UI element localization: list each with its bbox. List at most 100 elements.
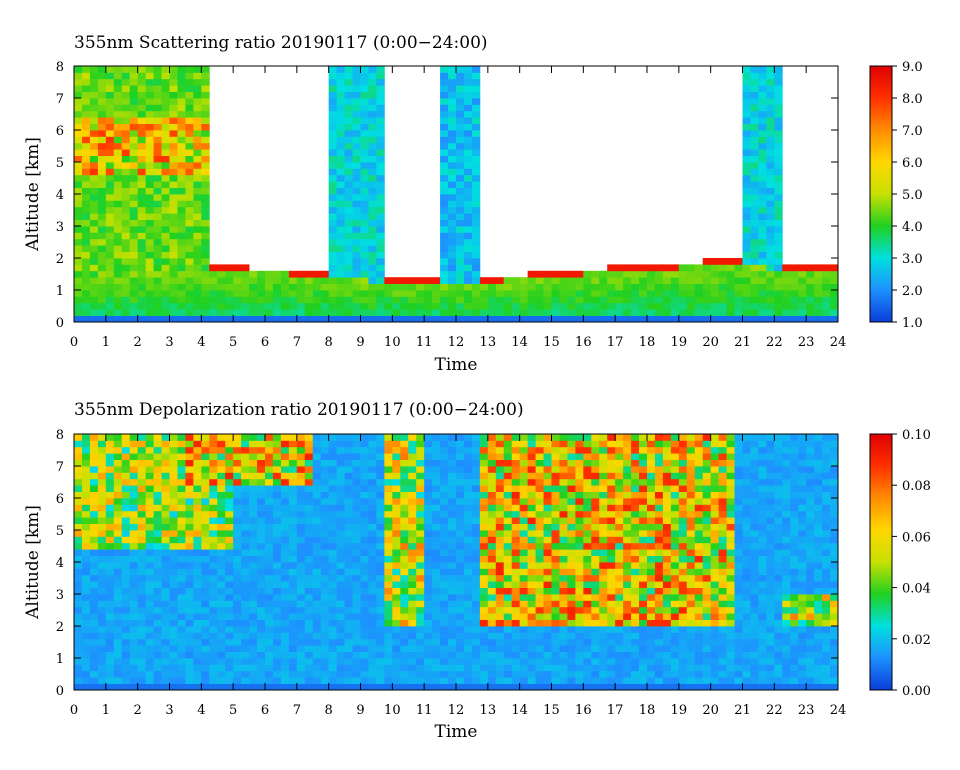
heatmap-cell [662,651,672,659]
heatmap-cell [74,123,83,131]
heatmap-cell [217,632,226,640]
heatmap-cell [129,270,139,278]
heatmap-cell [105,664,115,672]
heatmap-cell [758,104,767,112]
heatmap-cell [567,466,576,473]
heatmap-cell [511,606,521,614]
heatmap-cell [121,296,131,304]
heatmap-cell [280,530,290,537]
heatmap-cell [400,542,409,550]
heatmap-cell [607,530,616,537]
heatmap-cell [288,549,298,556]
heatmap-cell [312,459,322,467]
heatmap-cell [400,658,409,665]
heatmap-cell [567,478,576,486]
heatmap-cell [463,117,473,124]
heatmap-cell [233,536,242,544]
heatmap-cell [97,315,107,323]
heatmap-cell [479,491,489,499]
heatmap-cell [647,549,656,556]
heatmap-cell [328,446,338,454]
heatmap-cell [806,277,815,284]
heatmap-cell [177,66,186,73]
heatmap-cell [376,491,385,499]
heatmap-cell [296,309,306,316]
heatmap-cell [495,651,505,659]
heatmap-cell [575,549,584,556]
heatmap-cell [686,296,696,304]
heatmap-cell [209,555,218,563]
heatmap-cell [137,683,147,691]
heatmap-cell [249,683,258,691]
heatmap-cell [129,619,139,627]
heatmap-cell [137,594,147,601]
heatmap-cell [631,536,640,544]
heatmap-cell [575,434,584,441]
heatmap-cell [312,626,322,633]
heatmap-cell [392,309,401,316]
heatmap-cell [177,600,186,608]
heatmap-cell [169,270,178,278]
heatmap-cell [551,536,560,544]
heatmap-cell [169,206,178,214]
heatmap-cell [487,459,497,467]
heatmap-cell [591,581,600,588]
heatmap-cell [471,206,481,214]
heatmap-cell [320,677,330,684]
heatmap-cell [129,658,139,665]
heatmap-cell [487,472,497,480]
heatmap-cell [456,651,465,659]
heatmap-cell [376,453,385,460]
heatmap-cell [766,98,775,105]
heatmap-cell [304,619,314,627]
heatmap-cell [129,277,139,284]
heatmap-cell [662,510,672,518]
heatmap-cell [225,459,234,467]
heatmap-cell [177,283,186,291]
heatmap-cell [105,162,115,169]
heatmap-cell [607,670,616,678]
heatmap-cell [89,613,99,620]
heatmap-cell [416,504,425,512]
heatmap-cell [487,277,497,284]
heatmap-cell [74,251,83,259]
heatmap-cell [471,136,481,144]
heatmap-cell [145,466,154,473]
heatmap-cell [217,270,226,278]
heatmap-cell [647,434,656,441]
heatmap-cell [400,510,409,518]
heatmap-cell [384,600,393,608]
heatmap-cell [320,309,330,316]
heatmap-cell [487,440,497,448]
heatmap-cell [495,606,505,614]
heatmap-cell [257,459,266,467]
heatmap-cell [575,453,584,460]
heatmap-cell [169,85,178,92]
heatmap-cell [328,504,338,512]
heatmap-cell [535,434,544,441]
heatmap-cell [81,258,91,265]
heatmap-cell [137,459,147,467]
heatmap-cell [153,130,162,137]
heatmap-cell [129,446,139,454]
heatmap-cell [495,632,505,640]
heatmap-cell [742,238,751,246]
heatmap-cell [336,498,345,505]
heatmap-cell [241,568,250,576]
heatmap-cell [161,283,170,291]
heatmap-cell [74,523,83,531]
heatmap-cell [153,277,162,284]
heatmap-cell [487,309,497,316]
heatmap-cell [336,136,345,144]
heatmap-cell [145,302,154,310]
heatmap-cell [567,645,576,652]
heatmap-cell [750,168,759,176]
heatmap-cell [296,581,306,588]
heatmap-cell [241,670,250,678]
heatmap-cell [543,613,552,620]
heatmap-cell [487,638,497,646]
heatmap-cell [623,434,632,441]
heatmap-cell [766,66,775,73]
heatmap-cell [296,658,306,665]
heatmap-cell [758,142,767,150]
